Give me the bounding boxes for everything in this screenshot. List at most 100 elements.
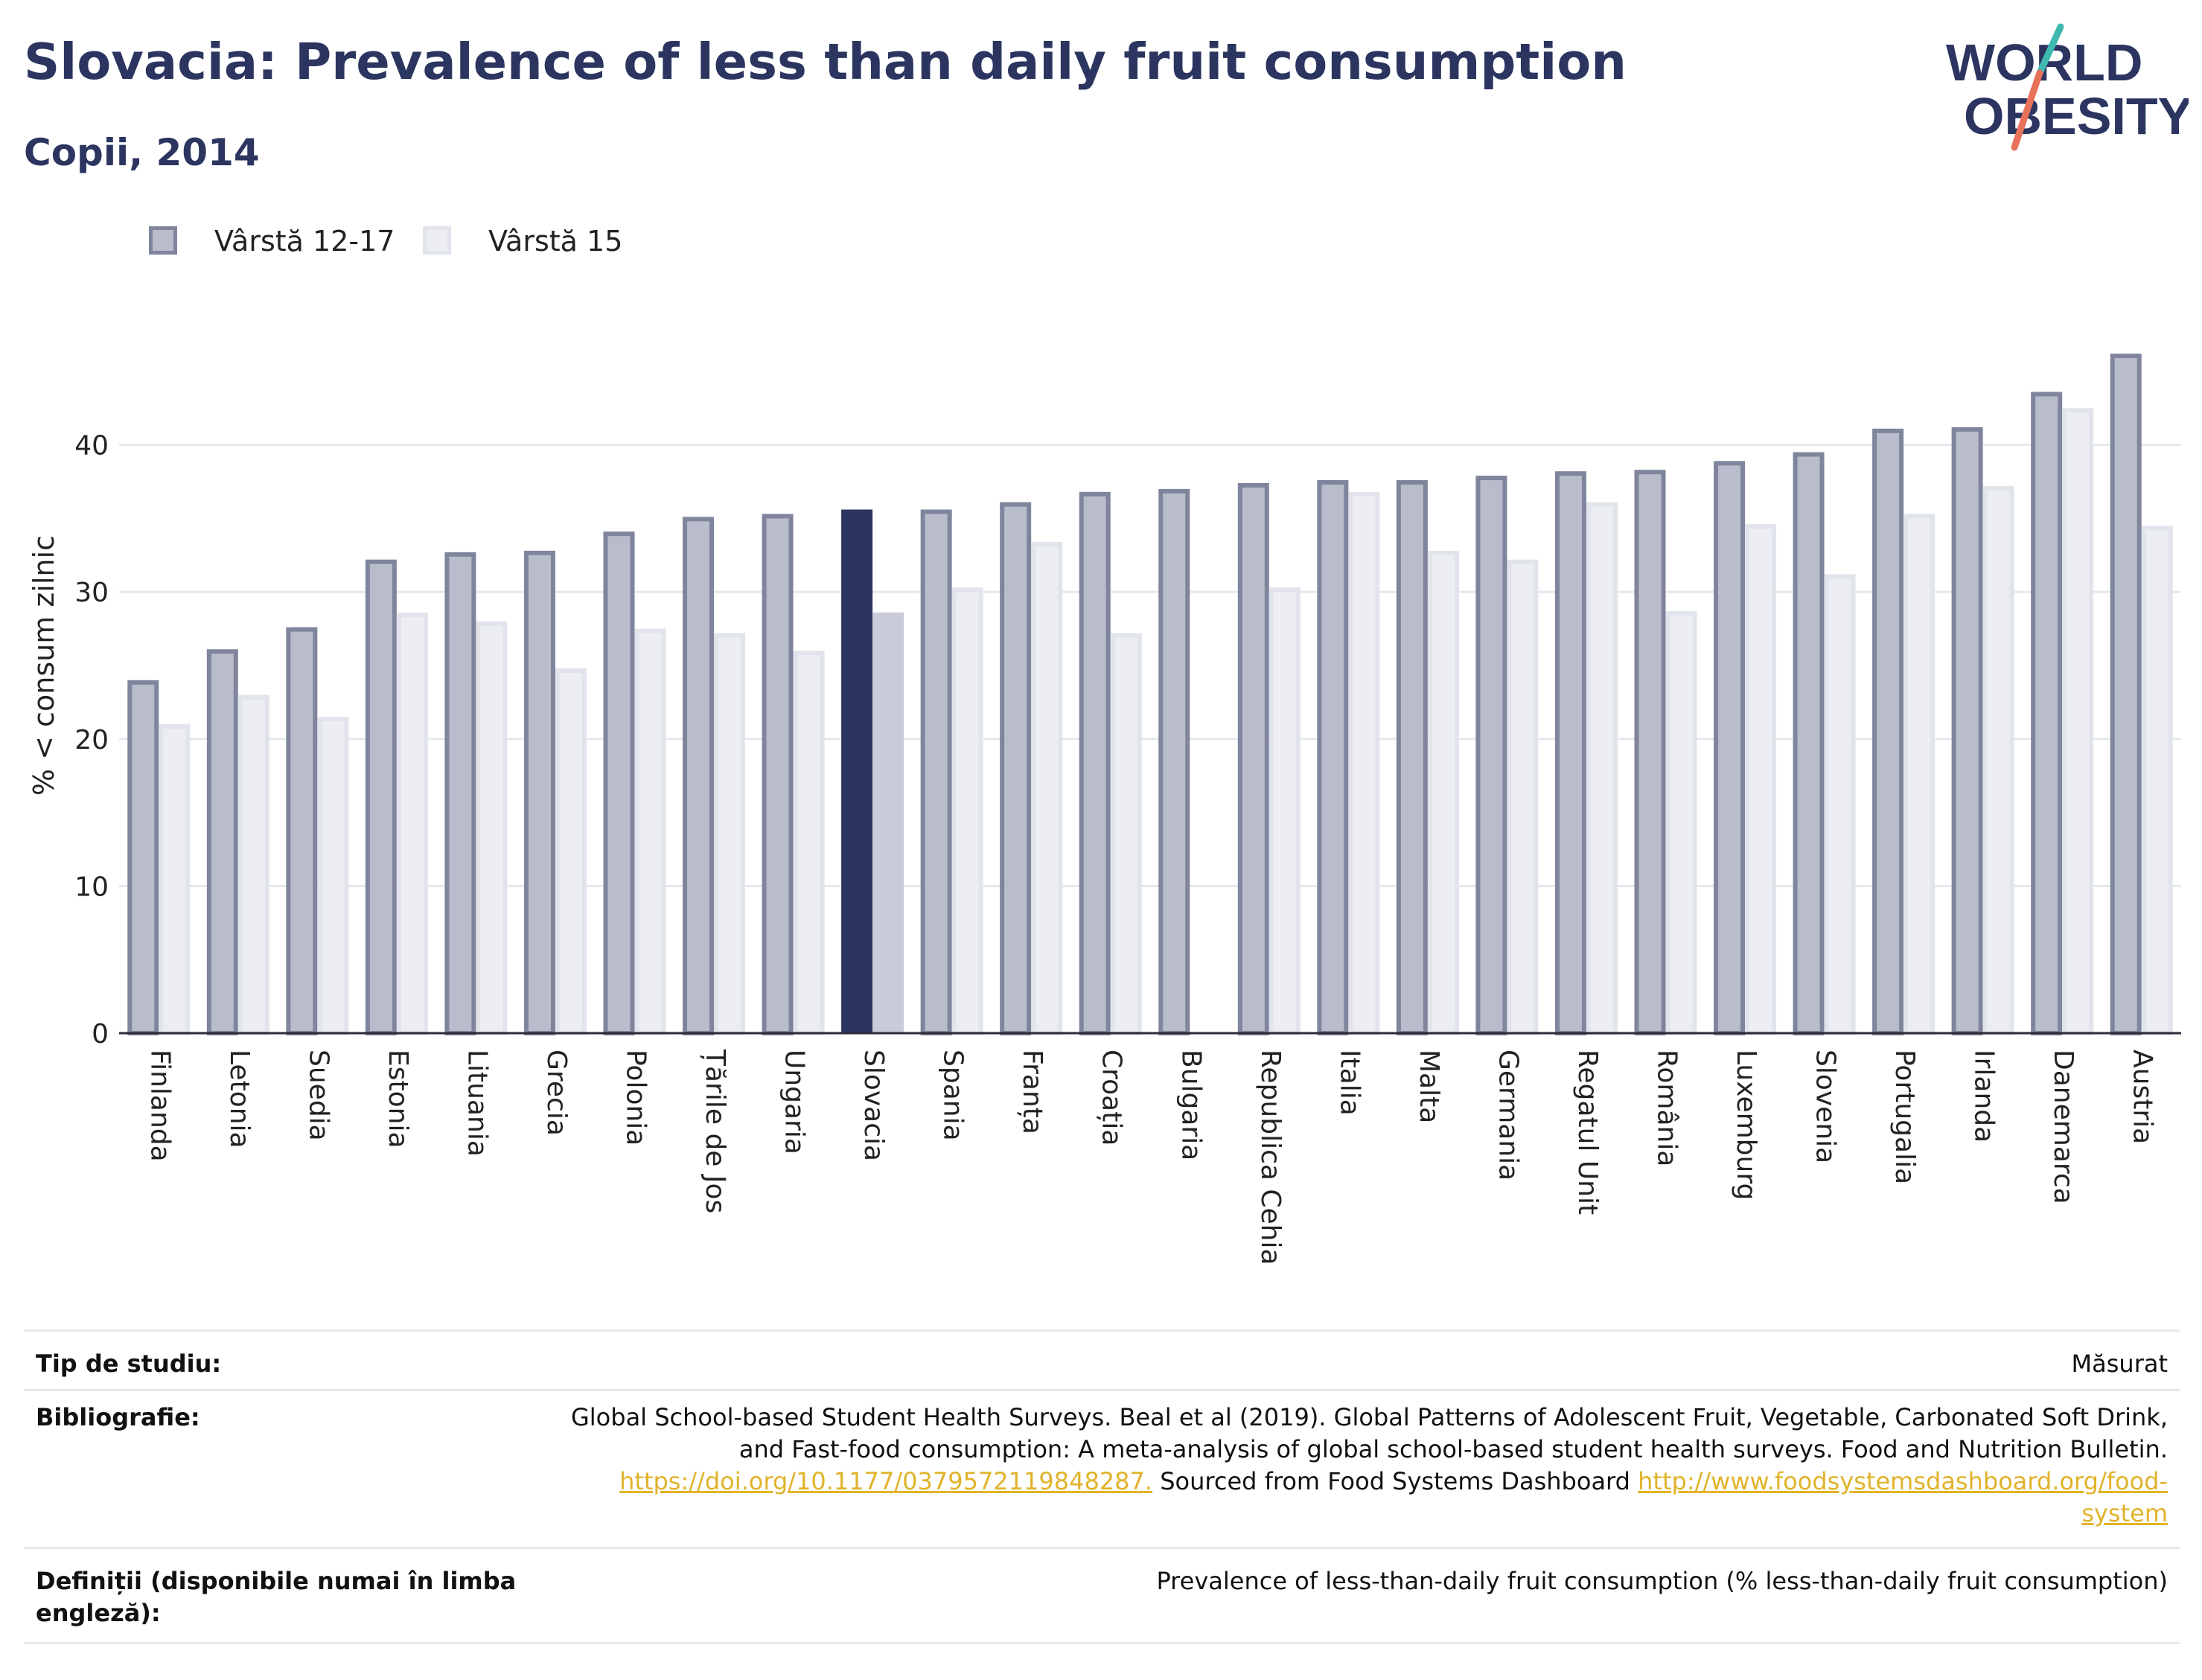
y-axis-title: % < consum zilnic (28, 535, 60, 796)
x-tick-label: Irlanda (1969, 1050, 2000, 1143)
bar-age-12-17 (1237, 482, 1269, 1035)
doi-link[interactable]: https://doi.org/10.1177/0379572119848287… (619, 1467, 1153, 1495)
meta-row-definitions: Definiții (disponibile numai în limba en… (24, 1547, 2180, 1641)
study-type-label: Tip de studiu: (36, 1350, 222, 1378)
bar-age-15 (2062, 408, 2094, 1035)
legend-label-age-12-17: Vârstă 12-17 (214, 225, 395, 258)
x-tick-label: Spania (938, 1050, 968, 1141)
bar-age-15 (1824, 574, 1856, 1036)
x-tick-label: Grecia (541, 1050, 572, 1136)
x-tick-label: Finlanda (144, 1050, 175, 1162)
food-systems-link[interactable]: http://www.foodsystemsdashboard.org/food… (1638, 1467, 2168, 1495)
x-tick-label: Slovacia (858, 1050, 889, 1161)
bar-age-12-17 (1554, 471, 1586, 1035)
definitions-value: Prevalence of less-than-daily fruit cons… (1156, 1567, 2168, 1595)
bibliography-line-3: https://doi.org/10.1177/0379572119848287… (456, 1466, 2168, 1498)
x-tick-label: Ungaria (779, 1050, 810, 1154)
bar-age-15 (1427, 550, 1459, 1035)
bar-age-15 (951, 587, 983, 1036)
bar-age-12-17 (1634, 470, 1666, 1035)
x-tick-label: Bulgaria (1175, 1050, 1206, 1160)
x-tick-label: Austria (2128, 1050, 2158, 1144)
bar-age-12-17 (444, 552, 476, 1035)
x-tick-label: Franța (1017, 1050, 1047, 1134)
bar-age-12-17 (920, 509, 952, 1035)
bar-age-15 (1507, 559, 1539, 1035)
bar-age-15 (1982, 485, 2014, 1036)
bar-age-15 (1268, 587, 1301, 1036)
x-tick-label: Slovenia (1810, 1050, 1841, 1163)
bibliography-line-1: Global School-based Student Health Surve… (570, 1403, 2168, 1431)
x-tick-label: Luxemburg (1731, 1050, 1761, 1200)
x-tick-label: Suedia (303, 1050, 334, 1141)
bar-age-15 (1110, 633, 1142, 1035)
legend-swatch-age-15 (423, 226, 451, 255)
x-tick-label: Portugalia (1889, 1050, 1920, 1184)
y-tick-label: 20 (74, 725, 109, 756)
bar-age-15 (793, 651, 825, 1035)
bar-age-15 (159, 724, 191, 1035)
study-type-value: Măsurat (2071, 1350, 2168, 1378)
bar-age-12-17 (603, 531, 635, 1035)
bar-age-12-17 (1317, 480, 1349, 1035)
bar-age-12-17 (1714, 461, 1746, 1035)
bar-age-12-17 (762, 514, 794, 1035)
x-tick-label: România (1652, 1050, 1682, 1166)
x-tick-label: Malta (1414, 1050, 1444, 1123)
bar-age-12-17 (1475, 476, 1507, 1035)
bar-age-15 (1348, 491, 1380, 1036)
legend-swatch-age-12-17 (149, 226, 177, 255)
bar-age-15 (237, 694, 269, 1036)
meta-row-bibliography: Bibliografie: Global School-based Studen… (24, 1389, 2180, 1546)
world-obesity-logo: WORLD OBESITY (1946, 23, 2189, 151)
x-tick-label: Danemarca (2048, 1050, 2078, 1204)
y-tick-label: 30 (74, 578, 109, 608)
bar-age-15 (396, 612, 428, 1035)
bar-age-15 (555, 668, 587, 1036)
bar-age-15 (1903, 514, 1935, 1035)
bar-age-15 (1031, 542, 1063, 1035)
logo-slash-coral (2011, 69, 2043, 151)
definitions-label-line-2: engleză): (36, 1599, 161, 1627)
x-tick-label: Croația (1097, 1050, 1127, 1146)
bar-age-15 (317, 717, 349, 1035)
bar-age-15 (2141, 526, 2173, 1035)
x-tick-label: Țările de Jos (700, 1049, 730, 1213)
x-tick-label: Italia (1334, 1050, 1365, 1116)
x-tick-label: Estonia (383, 1050, 413, 1149)
bar-age-15 (872, 612, 904, 1033)
bar-age-12-17 (1079, 491, 1111, 1036)
x-tick-label: Polonia (621, 1050, 651, 1146)
bibliography-sourced-text: Sourced from Food Systems Dashboard (1152, 1467, 1638, 1495)
x-tick-label: Regatul Unit (1572, 1050, 1603, 1215)
bar-age-12-17 (1793, 452, 1825, 1036)
bar-age-12-17 (841, 509, 873, 1033)
bar-age-12-17 (365, 559, 397, 1035)
logo-word-obesity: OBESITY (1964, 87, 2189, 145)
bibliography-line-2: and Fast-food consumption: A meta-analys… (738, 1435, 2168, 1463)
bar-age-15 (1586, 502, 1618, 1035)
definitions-label-line-1: Definiții (disponibile numai în limba (36, 1567, 517, 1595)
y-tick-label: 40 (74, 431, 109, 461)
food-systems-link-cont[interactable]: system (2081, 1499, 2168, 1527)
chart-title: Slovacia: Prevalence of less than daily … (24, 33, 1627, 91)
bibliography-value: Global School-based Student Health Surve… (456, 1402, 2168, 1530)
bar-age-12-17 (2031, 392, 2063, 1036)
bar-age-12-17 (286, 627, 318, 1035)
bar-age-15 (714, 633, 746, 1035)
bar-age-12-17 (2110, 354, 2142, 1035)
bar-age-12-17 (127, 680, 159, 1035)
definitions-label: Definiții (disponibile numai în limba en… (36, 1565, 516, 1629)
x-tick-label: Lituania (462, 1050, 492, 1157)
logo-slash-teal (2036, 23, 2064, 77)
bar-age-12-17 (1872, 428, 1904, 1035)
chart-subtitle: Copii, 2014 (24, 131, 260, 174)
bar-age-12-17 (1000, 502, 1032, 1035)
bar-age-15 (634, 628, 666, 1036)
bar-age-15 (476, 621, 508, 1036)
bar-age-12-17 (1158, 488, 1190, 1035)
x-tick-label: Letonia (224, 1050, 255, 1149)
meta-row-bottom-border (24, 1642, 2180, 1646)
x-tick-label: Germania (1493, 1050, 1523, 1181)
bar-age-12-17 (523, 550, 555, 1035)
